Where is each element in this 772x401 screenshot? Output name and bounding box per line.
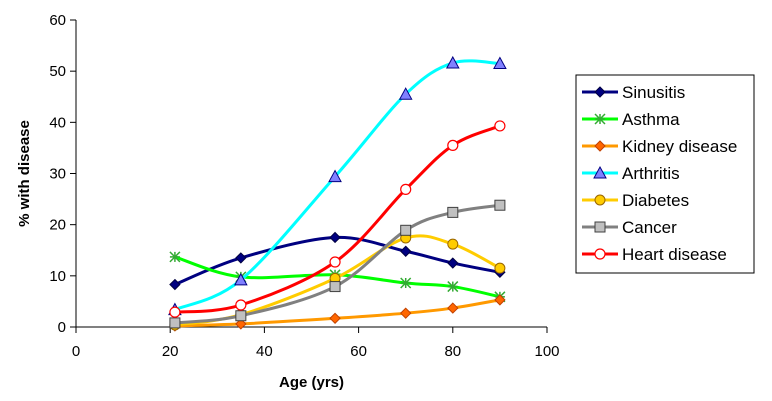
data-point-cancer (400, 224, 412, 236)
data-point-cancer (494, 199, 506, 211)
x-tick-label: 20 (162, 343, 179, 360)
y-axis-title: % with disease (16, 120, 33, 227)
data-point-arthritis (493, 56, 507, 69)
legend-item-diabetes: Diabetes (582, 191, 689, 210)
legend-item-sinusitis: Sinusitis (582, 83, 685, 102)
x-tick-label: 40 (256, 343, 273, 360)
series-line-kidney-disease (174, 298, 501, 328)
axes: 0 10 20 30 40 50 60 0 20 40 60 80 100 (49, 12, 559, 360)
legend-marker (594, 221, 606, 233)
legend-label: Cancer (622, 218, 677, 237)
x-tick-label: 100 (534, 343, 559, 360)
y-tick-label: 10 (49, 268, 66, 285)
data-point-cancer (235, 310, 247, 322)
data-point-diabetes (447, 238, 459, 250)
legend-marker (594, 113, 606, 125)
data-point-arthritis (398, 87, 413, 100)
data-point-asthma (400, 277, 412, 289)
data-point-sinusitis (329, 231, 341, 244)
y-tick-label: 60 (49, 12, 66, 29)
legend-marker (594, 140, 606, 152)
legend-marker (594, 86, 606, 98)
legend-item-arthritis: Arthritis (582, 164, 680, 183)
data-point-kidney-disease (235, 318, 247, 330)
x-tick-label: 60 (350, 343, 367, 360)
data-point-heart-disease (169, 306, 181, 318)
legend-label: Kidney disease (622, 137, 737, 156)
data-point-heart-disease (329, 256, 341, 268)
y-tick-label: 30 (49, 166, 66, 183)
data-point-sinusitis (169, 278, 181, 291)
data-point-sinusitis (235, 252, 247, 264)
data-point-heart-disease (400, 183, 412, 195)
data-point-kidney-disease (494, 294, 506, 306)
data-point-cancer (329, 281, 341, 293)
data-point-kidney-disease (447, 302, 459, 314)
legend-item-heart-disease: Heart disease (582, 245, 727, 264)
data-point-heart-disease (235, 299, 247, 311)
legend-item-kidney-disease: Kidney disease (582, 137, 737, 156)
data-point-kidney-disease (329, 312, 341, 325)
y-tick-label: 50 (49, 63, 66, 80)
legend-label: Asthma (622, 110, 680, 129)
data-point-kidney-disease (399, 307, 412, 319)
x-axis-title: Age (yrs) (279, 374, 344, 391)
legend-label: Arthritis (622, 164, 680, 183)
series-cancer (169, 199, 506, 329)
data-point-cancer (447, 206, 459, 218)
legend-label: Sinusitis (622, 83, 685, 102)
legend-marker (594, 194, 606, 206)
x-tick-label: 80 (444, 343, 461, 360)
legend-label: Heart disease (622, 245, 727, 264)
legend-marker (594, 248, 606, 260)
data-point-heart-disease (447, 139, 459, 151)
y-tick-label: 0 (58, 319, 66, 336)
legend-label: Diabetes (622, 191, 689, 210)
data-point-cancer (169, 317, 181, 329)
data-point-heart-disease (494, 120, 506, 132)
series-heart-disease (169, 120, 506, 318)
data-point-arthritis (328, 169, 342, 183)
data-point-arthritis (445, 55, 460, 69)
data-point-asthma (447, 281, 459, 293)
y-tick-label: 40 (49, 114, 66, 131)
data-point-sinusitis (447, 257, 459, 269)
data-point-diabetes (494, 262, 506, 274)
legend: Sinusitis Asthma Kidney disease Arthritis Di… (575, 74, 755, 274)
data-point-asthma (169, 251, 181, 263)
legend-item-asthma: Asthma (582, 110, 680, 129)
data-point-sinusitis (399, 245, 412, 257)
series-arthritis (168, 55, 507, 316)
plot-area (168, 55, 507, 332)
series-kidney-disease (169, 294, 506, 332)
legend-marker (593, 165, 607, 179)
legend-item-cancer: Cancer (582, 218, 677, 237)
y-tick-label: 20 (49, 217, 66, 234)
data-point-arthritis (234, 272, 248, 286)
x-tick-label: 0 (72, 343, 80, 360)
